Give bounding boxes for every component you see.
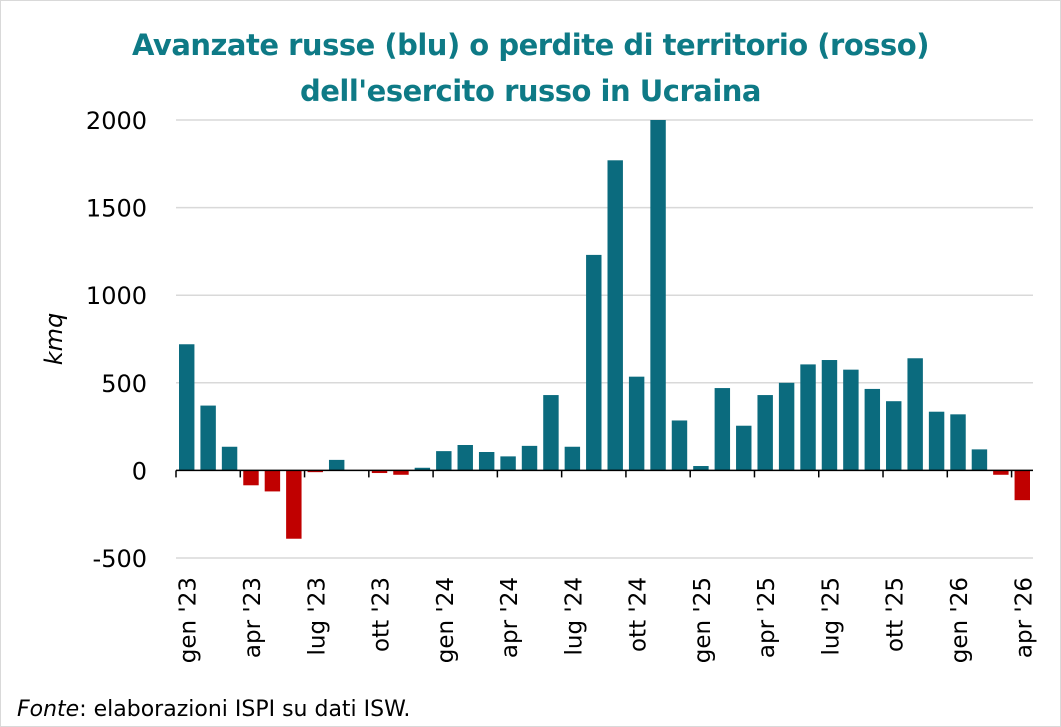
chart-title-line-1: Avanzate russe (blu) o perdite di territ…: [132, 28, 929, 62]
bar: [564, 446, 581, 471]
bar: [478, 452, 495, 471]
x-tick-label: gen '26: [947, 577, 973, 663]
x-tick-label: apr '24: [497, 577, 523, 658]
bar: [414, 467, 431, 471]
y-axis-label: kmq: [40, 313, 68, 366]
bar: [586, 254, 602, 471]
bar: [864, 388, 881, 471]
x-tick-label: apr '26: [1011, 577, 1037, 658]
bar: [800, 364, 816, 471]
bar: [950, 414, 966, 471]
x-tick-label: lug '25: [818, 577, 844, 655]
bar: [328, 459, 345, 471]
y-tick-label: 1500: [86, 195, 147, 223]
y-tick-label: 2000: [86, 107, 147, 135]
x-tick-label: gen '23: [176, 577, 202, 663]
bar: [714, 388, 731, 471]
chart-title: Avanzate russe (blu) o perdite di territ…: [0, 22, 1061, 114]
bar: [457, 445, 473, 471]
x-tick-label: gen '25: [690, 577, 716, 663]
source-label: Fonte: [17, 697, 80, 722]
source-note: Fonte: elaborazioni ISPI su dati ISW.: [17, 697, 410, 722]
bar: [393, 470, 409, 475]
bar: [179, 344, 195, 471]
bar: [436, 451, 452, 471]
bar: [607, 160, 623, 471]
x-tick-label: lug '23: [304, 577, 330, 655]
y-tick-label: -500: [93, 545, 147, 573]
x-tick-label: gen '24: [433, 577, 459, 663]
bar: [221, 446, 238, 471]
bar: [886, 401, 902, 471]
bar: [671, 420, 688, 471]
bar: [200, 405, 216, 471]
bar: [371, 470, 388, 474]
bar: [993, 470, 1009, 475]
bar: [521, 445, 538, 471]
y-tick-label: 0: [132, 457, 147, 485]
bar: [928, 411, 945, 471]
bar: [843, 369, 859, 471]
x-tick-label: ott '23: [369, 577, 395, 652]
bar: [500, 456, 516, 471]
bar: [543, 395, 559, 471]
bar: [778, 382, 795, 471]
bar: [264, 470, 281, 492]
bar: [971, 449, 988, 471]
source-text: : elaborazioni ISPI su dati ISW.: [79, 697, 411, 722]
bar: [286, 470, 302, 539]
x-tick-label: apr '23: [240, 577, 266, 658]
x-tick-label: apr '25: [754, 577, 780, 658]
bar: [243, 470, 259, 486]
bar: [307, 470, 323, 473]
bar: [628, 376, 645, 471]
x-tick-label: ott '24: [626, 577, 652, 652]
x-tick-label: lug '24: [561, 577, 587, 655]
bar: [757, 395, 773, 471]
bar: [650, 120, 666, 471]
bar: [821, 360, 838, 471]
bar: [736, 425, 752, 471]
y-tick-label: 500: [101, 370, 147, 398]
chart-title-line-2: dell'esercito russo in Ucraina: [299, 74, 762, 108]
x-tick-label: ott '25: [883, 577, 909, 652]
bar: [693, 466, 709, 471]
y-tick-label: 1000: [86, 282, 147, 310]
bar: [1014, 470, 1030, 501]
bar: [907, 358, 923, 471]
